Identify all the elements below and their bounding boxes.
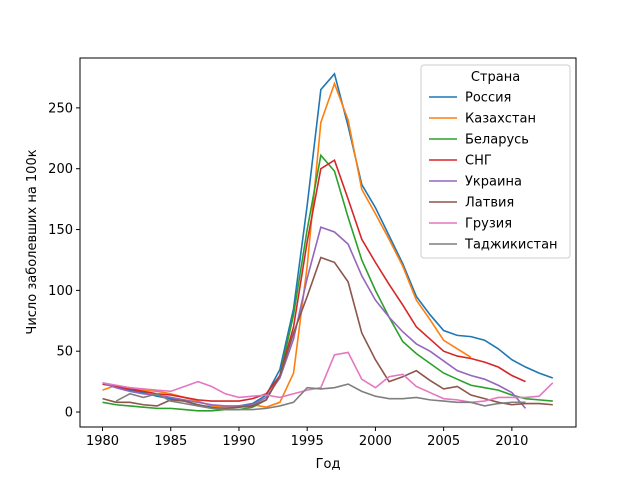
x-tick-label: 1990 xyxy=(222,434,255,449)
series-line xyxy=(102,351,554,404)
legend-label: Беларусь xyxy=(465,133,529,148)
legend-label: Таджикистан xyxy=(464,238,558,253)
plot-frame xyxy=(79,57,577,428)
legend-title: Страна xyxy=(471,70,520,85)
legend-label: Грузия xyxy=(465,217,512,232)
y-tick-label: 200 xyxy=(48,162,73,177)
legend-label: Латвия xyxy=(465,196,514,211)
y-axis-label: Число заболевших на 100к xyxy=(25,149,40,334)
series-line xyxy=(102,256,553,410)
series-line xyxy=(115,383,526,411)
x-tick-label: 1980 xyxy=(86,434,119,449)
legend-label: Казахстан xyxy=(465,112,536,127)
x-tick-label: 1985 xyxy=(154,434,187,449)
x-tick-label: 1995 xyxy=(291,434,324,449)
legend-label: Украина xyxy=(465,175,522,190)
x-tick-label: 2005 xyxy=(427,434,460,449)
legend-box xyxy=(420,64,571,259)
y-tick-label: 0 xyxy=(65,406,73,421)
series-line xyxy=(102,158,526,402)
legend-label: СНГ xyxy=(465,154,492,169)
x-tick-label: 2010 xyxy=(495,434,528,449)
y-tick-label: 250 xyxy=(48,101,73,116)
series-line xyxy=(102,153,553,412)
y-tick-label: 50 xyxy=(56,345,73,360)
y-tick-label: 100 xyxy=(48,284,73,299)
legend-label: Россия xyxy=(465,91,511,106)
x-tick-label: 2000 xyxy=(359,434,392,449)
y-tick-label: 150 xyxy=(48,223,73,238)
series-line xyxy=(102,81,472,408)
x-axis-label: Год xyxy=(316,457,341,472)
series-line xyxy=(102,226,527,409)
